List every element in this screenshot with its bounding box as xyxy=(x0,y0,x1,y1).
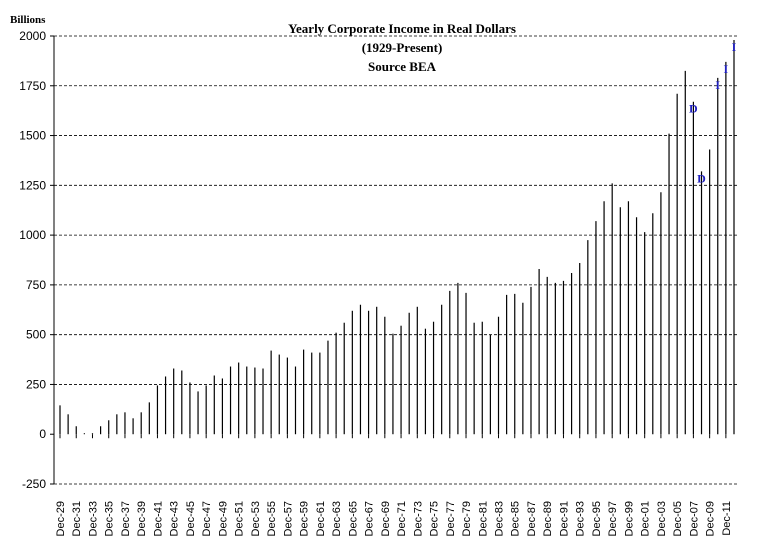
x-tick-label: Dec-91 xyxy=(558,501,570,536)
y-tick-label: 1000 xyxy=(19,228,46,242)
x-tick-label: Dec-83 xyxy=(494,501,506,536)
x-tick-label: Dec-79 xyxy=(461,501,473,536)
x-tick-label: Dec-53 xyxy=(250,501,262,536)
y-tick-label: 1500 xyxy=(19,129,46,143)
y-axis-ticks: -250 0 250 500 750 1000 1250 1500 1750 2000 xyxy=(19,29,54,491)
y-tick-label: 500 xyxy=(26,328,46,342)
x-tick-label: Dec-69 xyxy=(380,501,392,536)
chart-source: Source BEA xyxy=(368,59,437,74)
annotation-label: D xyxy=(697,171,706,185)
y-tick-label: 1250 xyxy=(19,178,46,192)
x-tick-label: Dec-31 xyxy=(71,501,83,536)
x-tick-label: Dec-01 xyxy=(640,501,652,536)
x-tick-label: Dec-87 xyxy=(526,501,538,536)
chart-subtitle: (1929-Present) xyxy=(362,40,443,55)
x-tick-label: Dec-61 xyxy=(315,501,327,536)
x-tick-label: Dec-63 xyxy=(331,501,343,536)
x-tick-label: Dec-75 xyxy=(429,501,441,536)
bars xyxy=(60,40,734,434)
x-tick-label: Dec-37 xyxy=(120,501,132,536)
x-tick-label: Dec-71 xyxy=(396,501,408,536)
x-tick-label: Dec-85 xyxy=(510,501,522,536)
y-tick-label: 1750 xyxy=(19,79,46,93)
x-tick-label: Dec-07 xyxy=(688,501,700,536)
x-tick-label: Dec-11 xyxy=(721,501,733,536)
x-tick-label: Dec-45 xyxy=(185,501,197,536)
gridlines xyxy=(54,36,738,484)
x-tick-label: Dec-43 xyxy=(169,501,181,536)
annotation-label: D xyxy=(689,102,698,116)
x-tick-label: Dec-39 xyxy=(136,501,148,536)
x-tick-label: Dec-47 xyxy=(201,501,213,536)
x-tick-label: Dec-57 xyxy=(282,501,294,536)
x-tick-label: Dec-03 xyxy=(656,501,668,536)
x-tick-label: Dec-29 xyxy=(55,501,67,536)
x-tick-label: Dec-77 xyxy=(445,501,457,536)
x-tick-label: Dec-55 xyxy=(266,501,278,536)
x-tick-label: Dec-65 xyxy=(347,501,359,536)
x-tick-label: Dec-93 xyxy=(575,501,587,536)
x-tick-label: Dec-35 xyxy=(104,501,116,536)
x-tick-label: Dec-05 xyxy=(672,501,684,536)
x-axis-ticks: Dec-29 Dec-31 Dec-33 Dec-35 Dec-37 Dec-39 Dec-… xyxy=(55,434,733,536)
x-tick-label: Dec-49 xyxy=(217,501,229,536)
y-tick-label: 0 xyxy=(39,427,46,441)
annotation-label: I xyxy=(724,62,729,76)
annotation-label: I xyxy=(732,40,737,54)
x-tick-label: Dec-81 xyxy=(477,501,489,536)
x-tick-label: Dec-33 xyxy=(87,501,99,536)
x-tick-label: Dec-89 xyxy=(542,501,554,536)
y-tick-label: 750 xyxy=(26,278,46,292)
x-tick-label: Dec-73 xyxy=(412,501,424,536)
x-tick-label: Dec-97 xyxy=(607,501,619,536)
y-tick-label: 2000 xyxy=(19,29,46,43)
x-tick-label: Dec-67 xyxy=(364,501,376,536)
x-tick-label: Dec-59 xyxy=(299,501,311,536)
annotation-label: I xyxy=(715,78,720,92)
chart-title: Yearly Corporate Income in Real Dollars xyxy=(288,21,516,36)
x-tick-label: Dec-51 xyxy=(234,501,246,536)
x-tick-label: Dec-41 xyxy=(152,501,164,536)
y-axis-unit-label: Billions xyxy=(10,14,46,26)
x-tick-label: Dec-95 xyxy=(591,501,603,536)
x-tick-label: Dec-99 xyxy=(623,501,635,536)
y-tick-label: -250 xyxy=(22,477,46,491)
y-tick-label: 250 xyxy=(26,377,46,391)
x-tick-label: Dec-09 xyxy=(705,501,717,536)
